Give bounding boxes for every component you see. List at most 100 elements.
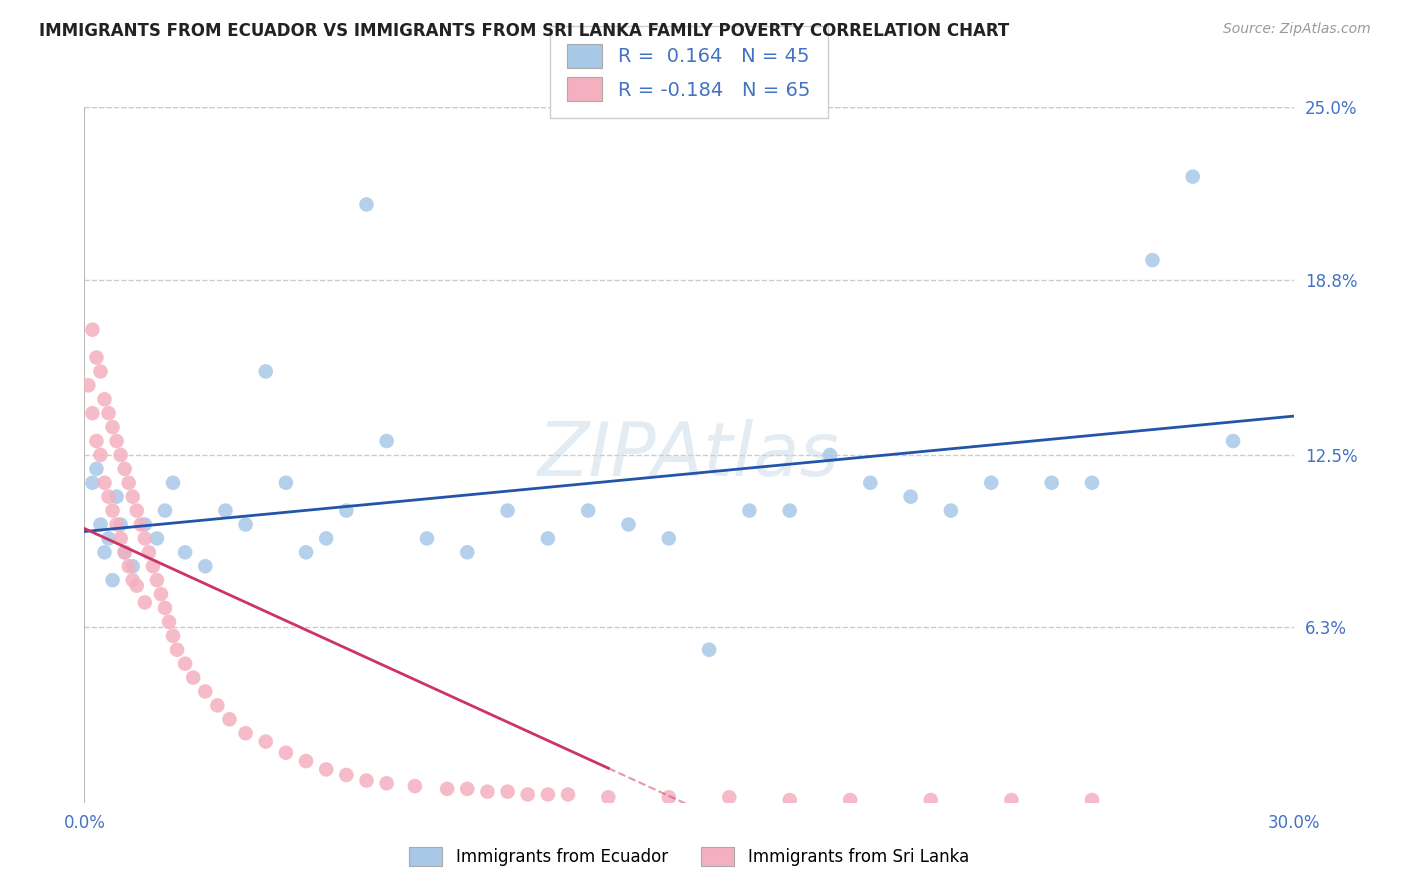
Point [194, 559, 217, 574]
Point [114, 462, 136, 476]
Point [157, 615, 180, 629]
Point [105, 517, 128, 532]
Point [174, 657, 197, 671]
Point [335, 768, 357, 782]
Point [86, 351, 108, 365]
Point [254, 364, 277, 378]
Point [77, 378, 100, 392]
Point [557, 788, 579, 802]
Point [617, 517, 640, 532]
Point [375, 434, 398, 448]
Point [537, 532, 560, 546]
Point [89, 517, 111, 532]
Point [1000, 793, 1022, 807]
Point [149, 587, 172, 601]
Point [980, 475, 1002, 490]
Point [153, 601, 176, 615]
Text: IMMIGRANTS FROM ECUADOR VS IMMIGRANTS FROM SRI LANKA FAMILY POVERTY CORRELATION : IMMIGRANTS FROM ECUADOR VS IMMIGRANTS FR… [39, 22, 1010, 40]
Point [598, 790, 620, 805]
Point [181, 671, 204, 685]
Point [101, 573, 124, 587]
Text: Source: ZipAtlas.com: Source: ZipAtlas.com [1223, 22, 1371, 37]
Point [93, 475, 115, 490]
Point [335, 503, 357, 517]
Legend: Immigrants from Ecuador, Immigrants from Sri Lanka: Immigrants from Ecuador, Immigrants from… [401, 838, 977, 874]
Point [146, 573, 169, 587]
Point [456, 781, 478, 796]
Point [315, 532, 337, 546]
Point [576, 503, 599, 517]
Point [516, 788, 538, 802]
Point [218, 712, 240, 726]
Point [93, 545, 115, 559]
Point [174, 545, 197, 559]
Point [101, 503, 124, 517]
Point [436, 781, 458, 796]
Point [718, 790, 741, 805]
Point [121, 490, 143, 504]
Point [456, 545, 478, 559]
Point [658, 790, 681, 805]
Point [86, 434, 108, 448]
Point [114, 545, 136, 559]
Point [235, 517, 257, 532]
Point [118, 559, 141, 574]
Point [416, 532, 439, 546]
Point [697, 642, 720, 657]
Point [142, 559, 165, 574]
Point [125, 503, 148, 517]
Point [214, 503, 236, 517]
Point [779, 793, 801, 807]
Point [110, 532, 132, 546]
Point [97, 406, 120, 420]
Point [194, 684, 217, 698]
Point [162, 629, 184, 643]
Point [1181, 169, 1204, 184]
Point [118, 475, 141, 490]
Point [295, 545, 318, 559]
Point [97, 532, 120, 546]
Point [859, 475, 882, 490]
Point [375, 776, 398, 790]
Point [496, 785, 519, 799]
Point [110, 517, 132, 532]
Point [900, 490, 922, 504]
Point [134, 595, 156, 609]
Point [404, 779, 426, 793]
Point [97, 490, 120, 504]
Point [356, 197, 378, 211]
Point [839, 793, 862, 807]
Point [1142, 253, 1164, 268]
Point [146, 532, 169, 546]
Point [153, 503, 176, 517]
Point [82, 475, 104, 490]
Point [274, 475, 297, 490]
Point [658, 532, 681, 546]
Point [477, 785, 499, 799]
Point [274, 746, 297, 760]
Point [105, 434, 128, 448]
Point [82, 323, 104, 337]
Point [105, 490, 128, 504]
Point [779, 503, 801, 517]
Point [125, 579, 148, 593]
Point [121, 573, 143, 587]
Point [82, 406, 104, 420]
Point [295, 754, 318, 768]
Point [134, 517, 156, 532]
Point [121, 559, 143, 574]
Point [1222, 434, 1244, 448]
Point [89, 448, 111, 462]
Point [86, 462, 108, 476]
Point [496, 503, 519, 517]
Point [356, 773, 378, 788]
Point [254, 734, 277, 748]
Point [315, 763, 337, 777]
Point [162, 475, 184, 490]
Point [939, 503, 962, 517]
Point [101, 420, 124, 434]
Text: ZIPAtlas: ZIPAtlas [538, 419, 839, 491]
Point [920, 793, 942, 807]
Point [207, 698, 229, 713]
Point [110, 448, 132, 462]
